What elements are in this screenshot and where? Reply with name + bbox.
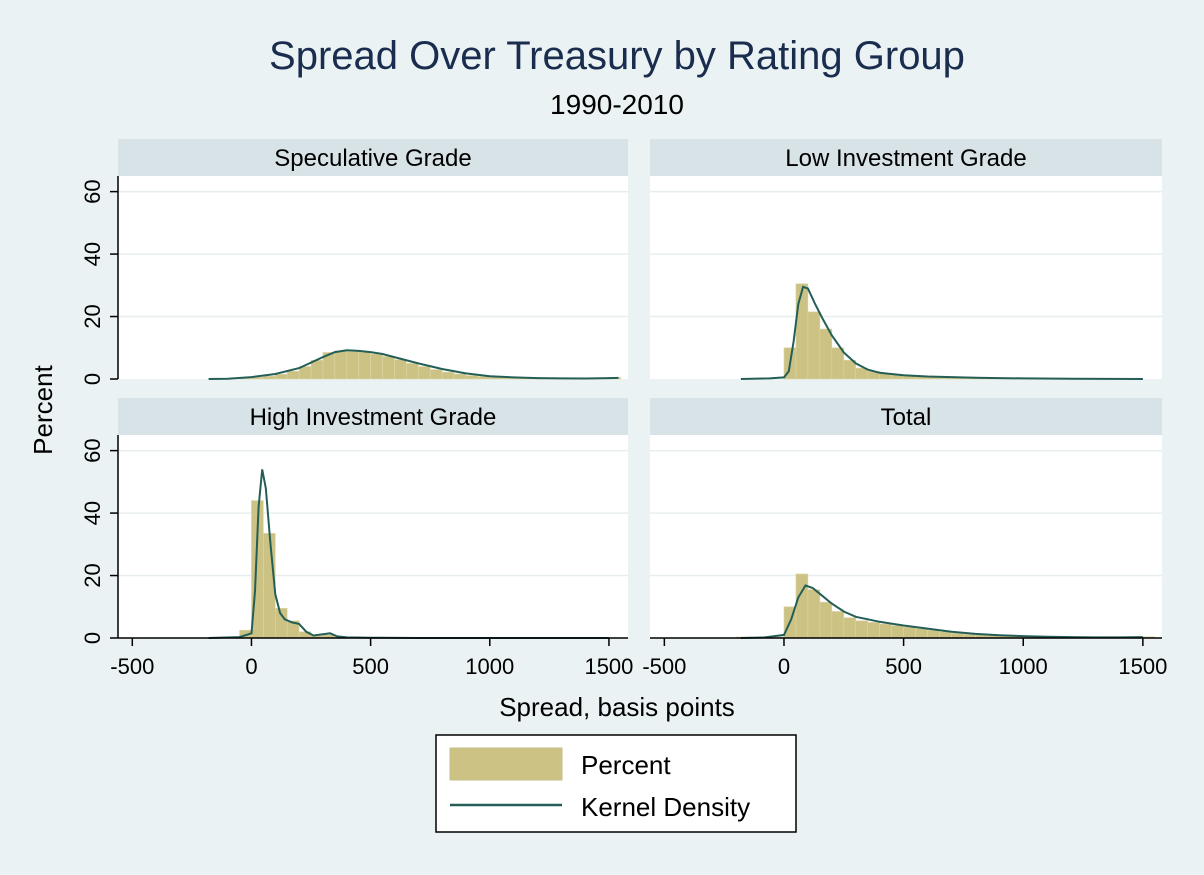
histogram-bar bbox=[417, 366, 431, 380]
panel-strip bbox=[118, 398, 628, 435]
panel-strip bbox=[650, 398, 1162, 435]
panels-group: Speculative Grade 0 20 40 60 Low Investment G… bbox=[80, 139, 1167, 679]
y-tick-label: 40 bbox=[80, 242, 105, 266]
histogram-bar bbox=[819, 328, 833, 380]
x-tick-label: 0 bbox=[778, 654, 790, 679]
y-tick-label: 0 bbox=[80, 632, 105, 644]
x-tick-label: 0 bbox=[245, 654, 257, 679]
histogram-bar bbox=[274, 374, 288, 380]
x-tick-label: 1500 bbox=[584, 654, 633, 679]
panel-title: High Investment Grade bbox=[250, 404, 497, 431]
histogram-bar bbox=[465, 375, 479, 380]
panel-2: Low Investment Grade bbox=[650, 139, 1162, 380]
legend-swatch-percent bbox=[449, 747, 563, 781]
y-tick-label: 20 bbox=[80, 563, 105, 587]
histogram-bar bbox=[795, 283, 809, 380]
panel-title: Total bbox=[881, 404, 932, 431]
x-tick-label: 1000 bbox=[999, 654, 1048, 679]
histogram-bar bbox=[915, 628, 928, 639]
legend-label-density: Kernel Density bbox=[581, 792, 750, 822]
panel-strip bbox=[118, 139, 628, 176]
panel-1: Speculative Grade 0 20 40 60 bbox=[80, 139, 628, 385]
chart-title: Spread Over Treasury by Rating Group bbox=[269, 34, 965, 78]
y-tick-label: 60 bbox=[80, 179, 105, 203]
y-tick-label: 0 bbox=[80, 373, 105, 385]
panel-title: Low Investment Grade bbox=[785, 145, 1026, 172]
histogram-bar bbox=[394, 359, 407, 380]
panel-4: Total -500 0 500 1000 1500 bbox=[642, 398, 1167, 679]
x-tick-label: 500 bbox=[885, 654, 922, 679]
histogram-bar bbox=[927, 629, 940, 639]
histogram-bar bbox=[807, 589, 821, 639]
histogram-bar bbox=[453, 373, 467, 380]
plot-area bbox=[118, 435, 628, 638]
panel-strip bbox=[650, 139, 1162, 176]
histogram-bar bbox=[831, 611, 845, 639]
plot-area bbox=[650, 176, 1162, 379]
histogram-bar bbox=[807, 311, 821, 380]
histogram-bar bbox=[286, 370, 300, 380]
histogram-bar bbox=[298, 366, 312, 380]
histogram-bar bbox=[441, 371, 455, 380]
density-line bbox=[740, 285, 1143, 380]
histogram-bar bbox=[346, 351, 360, 380]
histogram-bar bbox=[263, 375, 276, 380]
panel-title: Speculative Grade bbox=[274, 145, 471, 172]
histogram-bar bbox=[370, 353, 383, 380]
plot-area bbox=[118, 176, 628, 379]
histogram-bar bbox=[310, 359, 324, 380]
histogram-bar bbox=[843, 617, 857, 639]
histogram-bar bbox=[831, 347, 845, 380]
histogram-bar bbox=[819, 601, 833, 639]
histogram-bar bbox=[867, 622, 880, 639]
x-tick-label: 1000 bbox=[465, 654, 514, 679]
density-line bbox=[208, 349, 619, 380]
x-tick-label: 500 bbox=[352, 654, 389, 679]
density-line bbox=[740, 584, 1143, 639]
y-tick-label: 20 bbox=[80, 304, 105, 328]
panel-3: High Investment Grade 0 20 40 60 -500 0 500 1000… bbox=[80, 398, 633, 679]
histogram-bar bbox=[939, 631, 952, 639]
histogram-bar bbox=[903, 626, 916, 639]
legend: Percent Kernel Density bbox=[435, 734, 797, 833]
histogram-bar bbox=[382, 356, 395, 380]
x-tick-label: -500 bbox=[110, 654, 154, 679]
plot-area bbox=[650, 435, 1162, 638]
x-axis-title: Spread, basis points bbox=[499, 692, 735, 722]
histogram-bar bbox=[879, 623, 892, 639]
y-tick-label: 60 bbox=[80, 438, 105, 462]
y-axis-title: Percent bbox=[28, 364, 58, 454]
histogram-bar bbox=[855, 620, 869, 639]
histogram-bar bbox=[795, 573, 809, 639]
chart-subtitle: 1990-2010 bbox=[550, 89, 684, 120]
histogram-bar bbox=[891, 625, 904, 639]
histogram-bar bbox=[429, 369, 443, 380]
histogram-bar bbox=[274, 608, 288, 639]
x-tick-label: -500 bbox=[642, 654, 686, 679]
histogram-bar bbox=[334, 350, 348, 380]
legend-label-percent: Percent bbox=[581, 750, 671, 780]
y-tick-label: 40 bbox=[80, 501, 105, 525]
x-tick-label: 1500 bbox=[1118, 654, 1167, 679]
histogram-bar bbox=[406, 363, 419, 380]
histogram-bar bbox=[358, 351, 371, 380]
